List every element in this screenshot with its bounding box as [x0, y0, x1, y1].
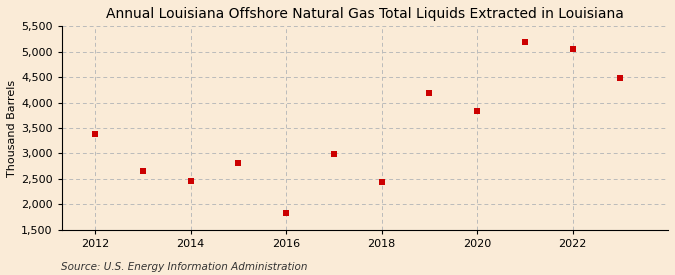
Title: Annual Louisiana Offshore Natural Gas Total Liquids Extracted in Louisiana: Annual Louisiana Offshore Natural Gas To…: [106, 7, 624, 21]
Point: [185, 179, 196, 183]
Point: [520, 39, 531, 44]
Point: [472, 109, 483, 113]
Text: Source: U.S. Energy Information Administration: Source: U.S. Energy Information Administ…: [61, 262, 307, 272]
Point: [138, 169, 148, 174]
Point: [615, 76, 626, 80]
Point: [233, 160, 244, 165]
Point: [424, 91, 435, 96]
Point: [90, 132, 101, 136]
Point: [281, 211, 292, 216]
Y-axis label: Thousand Barrels: Thousand Barrels: [7, 79, 17, 177]
Point: [329, 152, 340, 157]
Point: [376, 180, 387, 185]
Point: [567, 46, 578, 51]
